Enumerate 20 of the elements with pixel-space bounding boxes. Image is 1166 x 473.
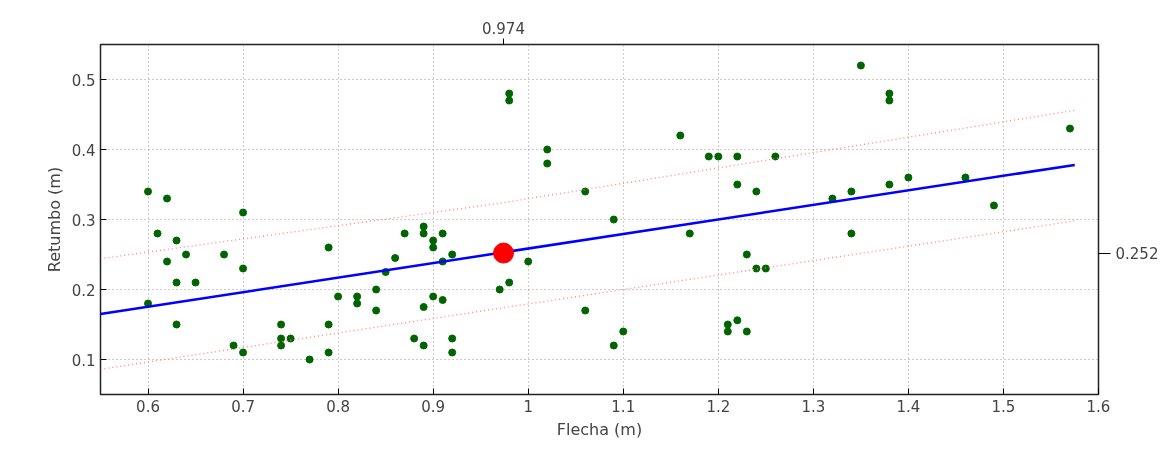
x-tick-label: 0.9 — [421, 397, 446, 416]
x-tick-label: 1.1 — [611, 397, 636, 416]
x-tick-label: 1.5 — [991, 397, 1016, 416]
y-tick-label: 0.1 — [71, 351, 96, 370]
y-tick-label: 0.5 — [71, 71, 96, 90]
x-tick-label: 0.8 — [326, 397, 351, 416]
text: 0.974 — [482, 19, 525, 38]
x-tick-label: 1.4 — [896, 397, 921, 416]
y-axis-title: Retumbo (m) — [44, 166, 64, 273]
x-tick-label: 1.2 — [706, 397, 731, 416]
x-tick-label: 1 — [523, 397, 533, 416]
x-tick-label: 0.7 — [231, 397, 255, 416]
x-tick-label: 1.3 — [801, 397, 826, 416]
text: 0.252 — [1115, 245, 1159, 264]
y-tick-label: 0.2 — [71, 281, 96, 300]
y-tick-label: 0.4 — [71, 141, 96, 160]
x-tick-label: 0.6 — [136, 397, 160, 416]
x-tick-label: 1.6 — [1086, 397, 1111, 416]
y-tick-label: 0.3 — [71, 211, 96, 230]
x-axis-title: Flecha (m) — [556, 419, 643, 439]
